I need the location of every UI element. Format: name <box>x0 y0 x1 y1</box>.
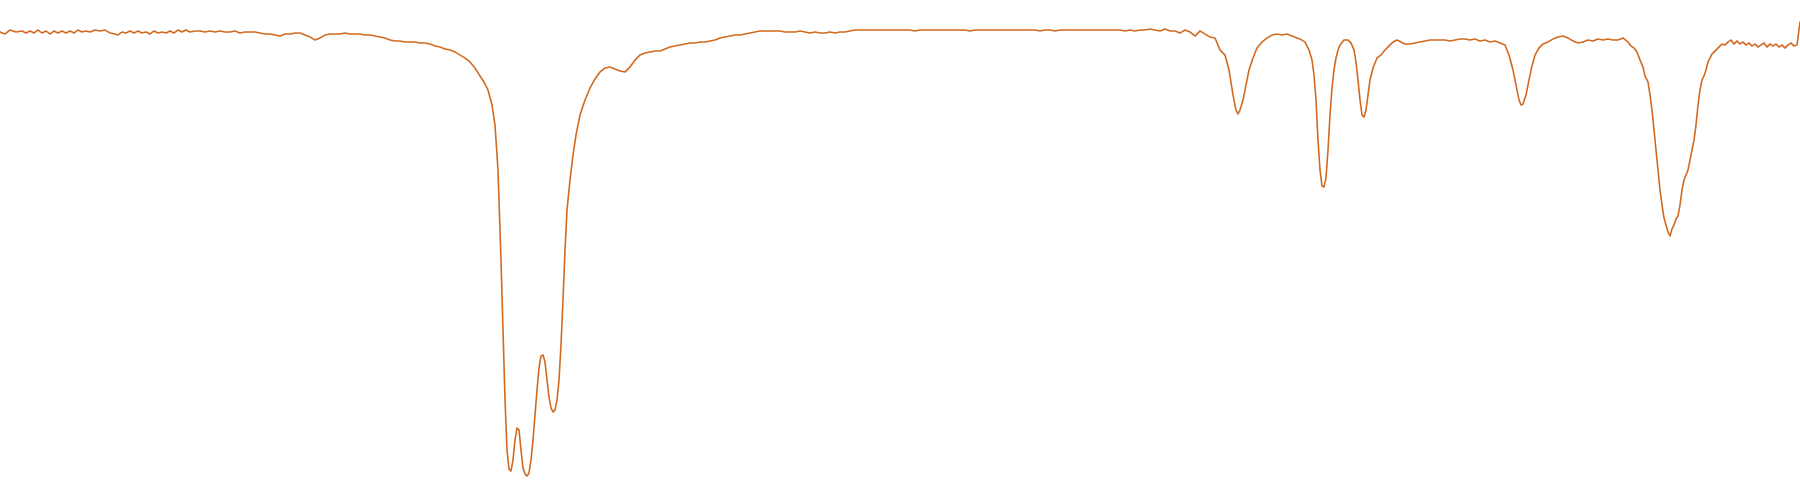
series-line-0 <box>0 21 1800 477</box>
series-layer <box>0 21 1800 477</box>
